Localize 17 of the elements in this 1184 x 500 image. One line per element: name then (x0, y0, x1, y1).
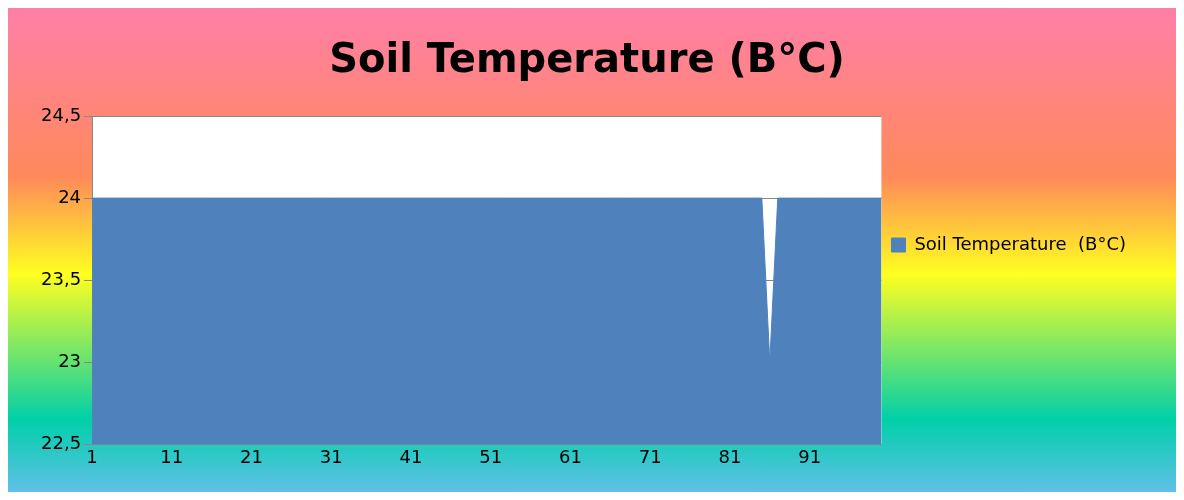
x-tick-label: 21 (240, 445, 263, 467)
y-tick-label: 24,5 (41, 103, 82, 125)
y-tick-label: 22,5 (41, 432, 82, 454)
x-tick-label: 1 (86, 445, 98, 467)
x-tick-label: 81 (718, 445, 742, 467)
y-tick-label: 23,5 (41, 267, 82, 289)
x-tick-label: 91 (798, 445, 822, 467)
x-tick-label: 11 (160, 445, 184, 467)
x-tick-label: 41 (399, 445, 423, 467)
x-tick-label: 61 (559, 445, 582, 467)
legend-label: Soil Temperature (B°C) (914, 232, 1127, 254)
x-tick-label: 71 (638, 445, 662, 467)
x-tick-label: 31 (319, 445, 343, 467)
y-tick-label: 23 (58, 349, 82, 371)
x-tick-label: 51 (479, 445, 503, 467)
y-tick-label: 24 (58, 185, 82, 207)
chart-title: Soil Temperature (B°C) (329, 35, 845, 82)
